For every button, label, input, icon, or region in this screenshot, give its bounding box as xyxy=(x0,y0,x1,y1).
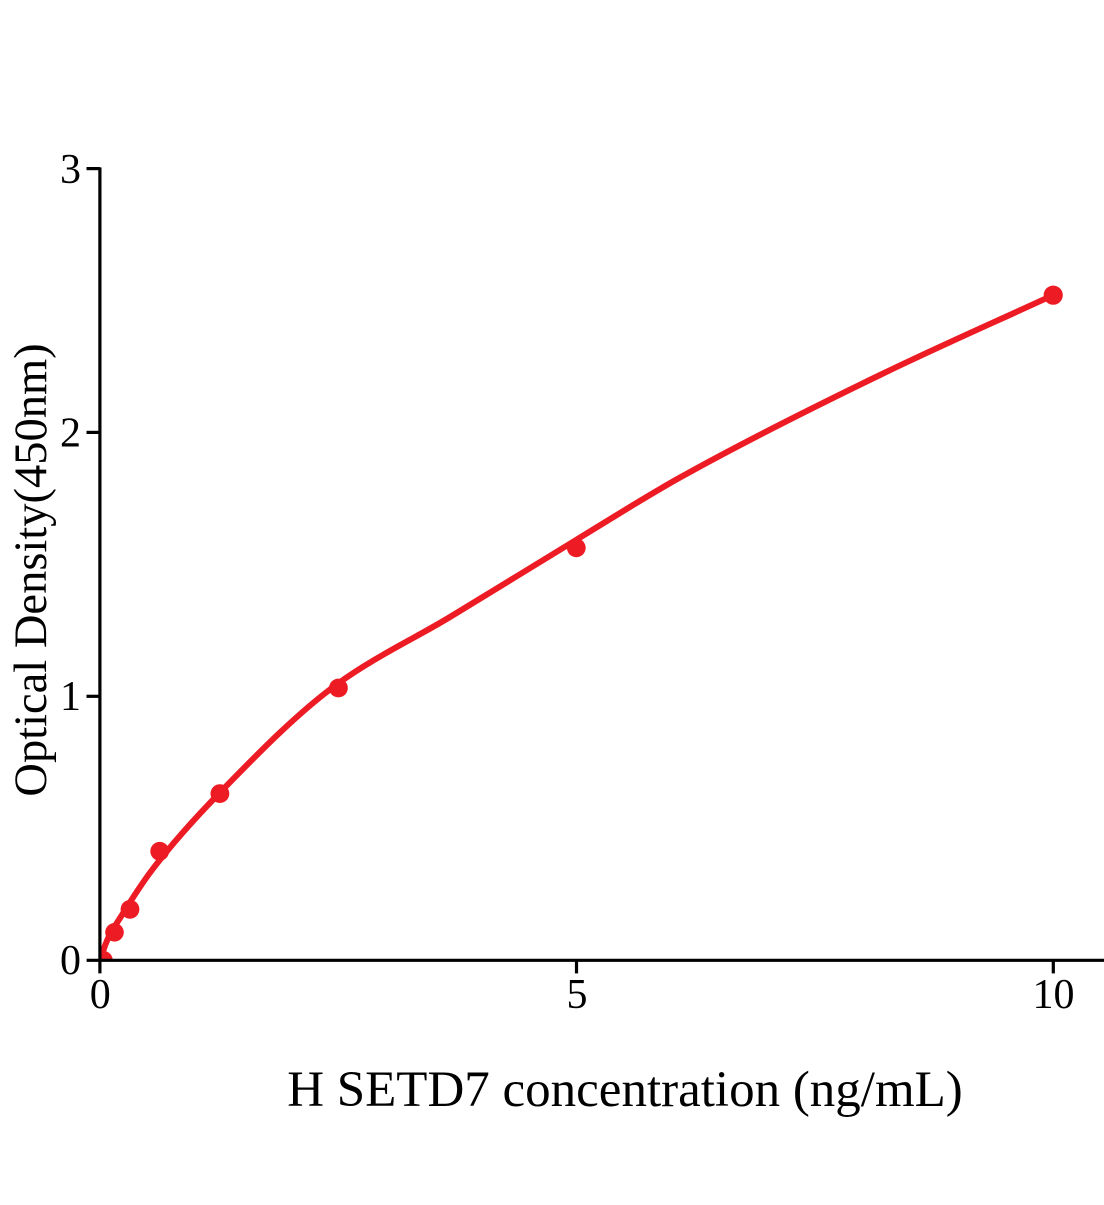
svg-text:0: 0 xyxy=(60,938,81,984)
svg-text:1: 1 xyxy=(60,674,81,720)
svg-text:0: 0 xyxy=(90,972,111,1018)
svg-text:Optical Density(450nm): Optical Density(450nm) xyxy=(6,343,57,796)
svg-text:5: 5 xyxy=(567,972,588,1018)
svg-text:3: 3 xyxy=(60,147,81,193)
svg-text:2: 2 xyxy=(60,410,81,456)
svg-text:10: 10 xyxy=(1033,972,1075,1018)
svg-text:H SETD7 concentration (ng/mL): H SETD7 concentration (ng/mL) xyxy=(287,1062,963,1118)
